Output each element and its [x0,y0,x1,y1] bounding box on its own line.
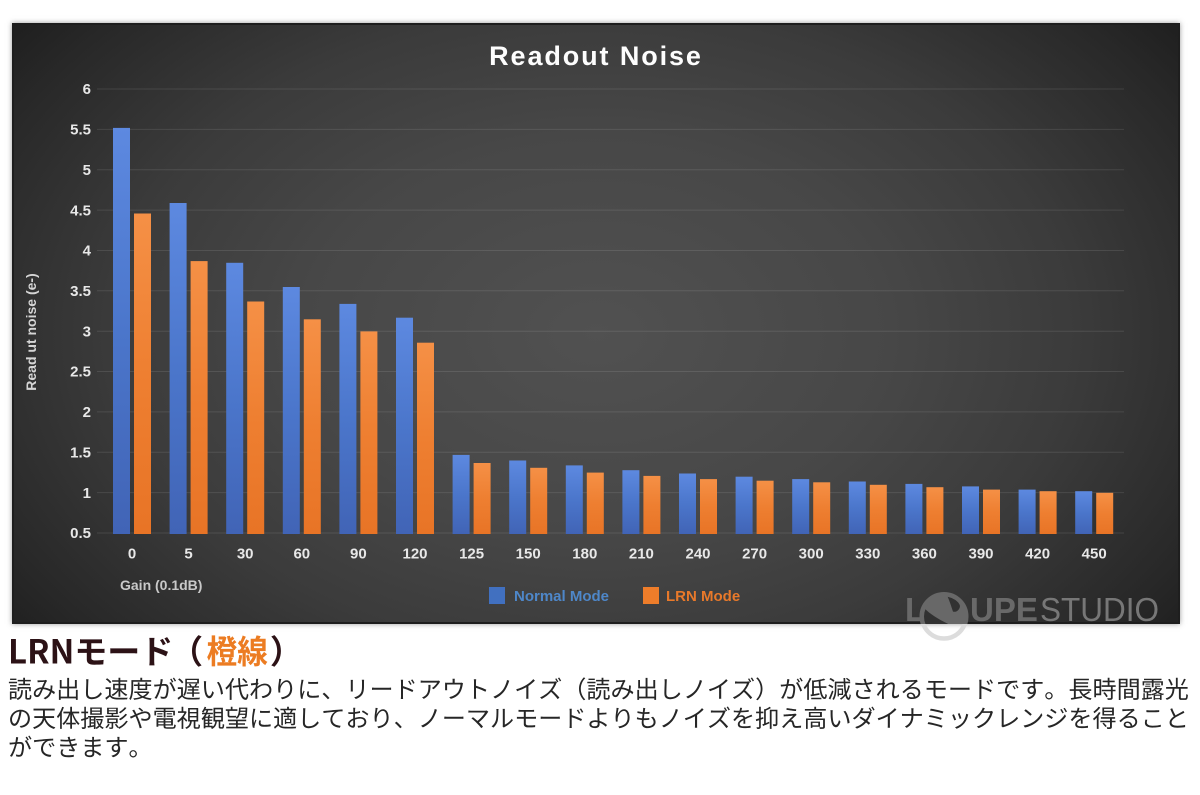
svg-text:0.5: 0.5 [70,525,91,542]
svg-text:Gain (0.1dB): Gain (0.1dB) [120,577,202,593]
svg-text:125: 125 [459,546,484,563]
svg-text:Readout Noise: Readout Noise [489,41,703,71]
svg-text:240: 240 [685,546,710,563]
svg-text:STUDIO: STUDIO [1040,591,1159,628]
svg-text:270: 270 [742,546,767,563]
svg-text:330: 330 [855,546,880,563]
svg-text:2.5: 2.5 [70,364,91,381]
svg-text:UPE: UPE [970,591,1038,628]
svg-text:Normal Mode: Normal Mode [514,588,609,605]
svg-text:3: 3 [83,323,91,340]
svg-text:300: 300 [799,546,824,563]
svg-text:360: 360 [912,546,937,563]
svg-text:0: 0 [128,546,136,563]
svg-text:120: 120 [402,546,427,563]
svg-text:5.5: 5.5 [70,122,91,139]
svg-text:5: 5 [83,162,91,179]
svg-text:1.5: 1.5 [70,445,91,462]
svg-text:3.5: 3.5 [70,283,91,300]
svg-text:2: 2 [83,404,91,421]
svg-text:90: 90 [350,546,367,563]
svg-text:4.5: 4.5 [70,202,91,219]
svg-text:150: 150 [516,546,541,563]
svg-text:60: 60 [293,546,310,563]
svg-text:LRN Mode: LRN Mode [666,588,740,605]
svg-text:210: 210 [629,546,654,563]
svg-text:180: 180 [572,546,597,563]
svg-text:420: 420 [1025,546,1050,563]
svg-text:4: 4 [83,243,92,260]
svg-text:390: 390 [968,546,993,563]
svg-text:Read ut noise (e-): Read ut noise (e-) [23,273,39,390]
svg-text:450: 450 [1082,546,1107,563]
svg-text:6: 6 [83,81,91,98]
svg-text:5: 5 [184,546,192,563]
svg-text:30: 30 [237,546,254,563]
svg-text:1: 1 [83,485,91,502]
